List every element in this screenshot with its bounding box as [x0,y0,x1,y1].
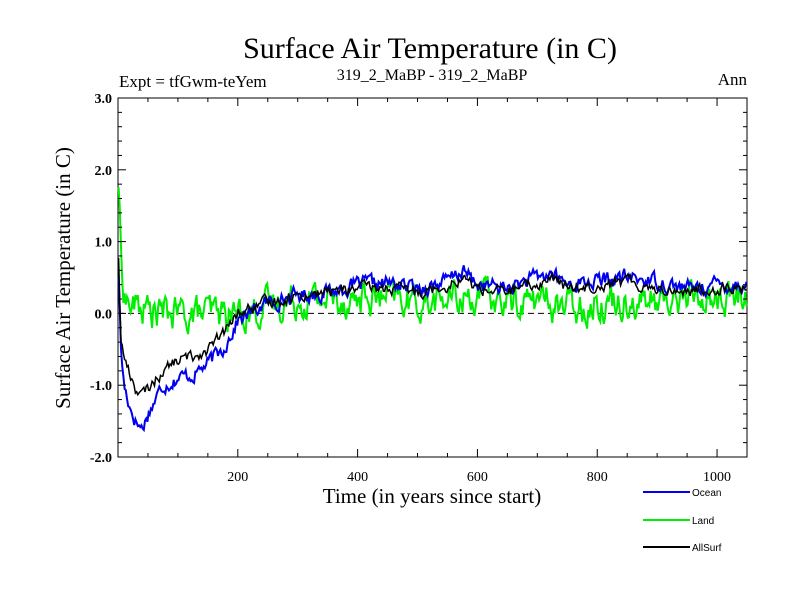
x-tick-label: 600 [467,470,488,485]
experiment-label: Expt = tfGwm-teYem [119,72,267,91]
chart-title: Surface Air Temperature (in C) [243,32,617,65]
x-tick-label: 1000 [703,470,731,485]
y-tick-label: 3.0 [95,92,113,107]
legend-label-allsurf: AllSurf [692,543,722,554]
y-tick-label: 2.0 [95,164,113,179]
series-line-ocean [117,265,748,433]
y-tick-label: -2.0 [90,451,112,466]
legend: Ocean Land AllSurf [643,488,722,554]
plot-area [117,97,748,458]
plot-frame [117,97,748,458]
x-tick-label: 200 [227,470,248,485]
y-tick-label: -1.0 [90,379,112,394]
legend-label-ocean: Ocean [692,488,721,499]
y-tick-label: 1.0 [95,236,113,251]
x-tick-label: 400 [347,470,368,485]
run-label: 319_2_MaBP - 319_2_MaBP [337,67,528,84]
period-label: Ann [718,70,748,89]
x-tick-label: 800 [587,470,608,485]
series-line-land [117,187,748,335]
series-line-allsurf [117,257,747,397]
x-axis-label: Time (in years since start) [323,484,542,508]
legend-label-land: Land [692,516,714,527]
y-tick-label: 0.0 [95,307,113,322]
y-axis-label: Surface Air Temperature (in C) [51,147,75,409]
